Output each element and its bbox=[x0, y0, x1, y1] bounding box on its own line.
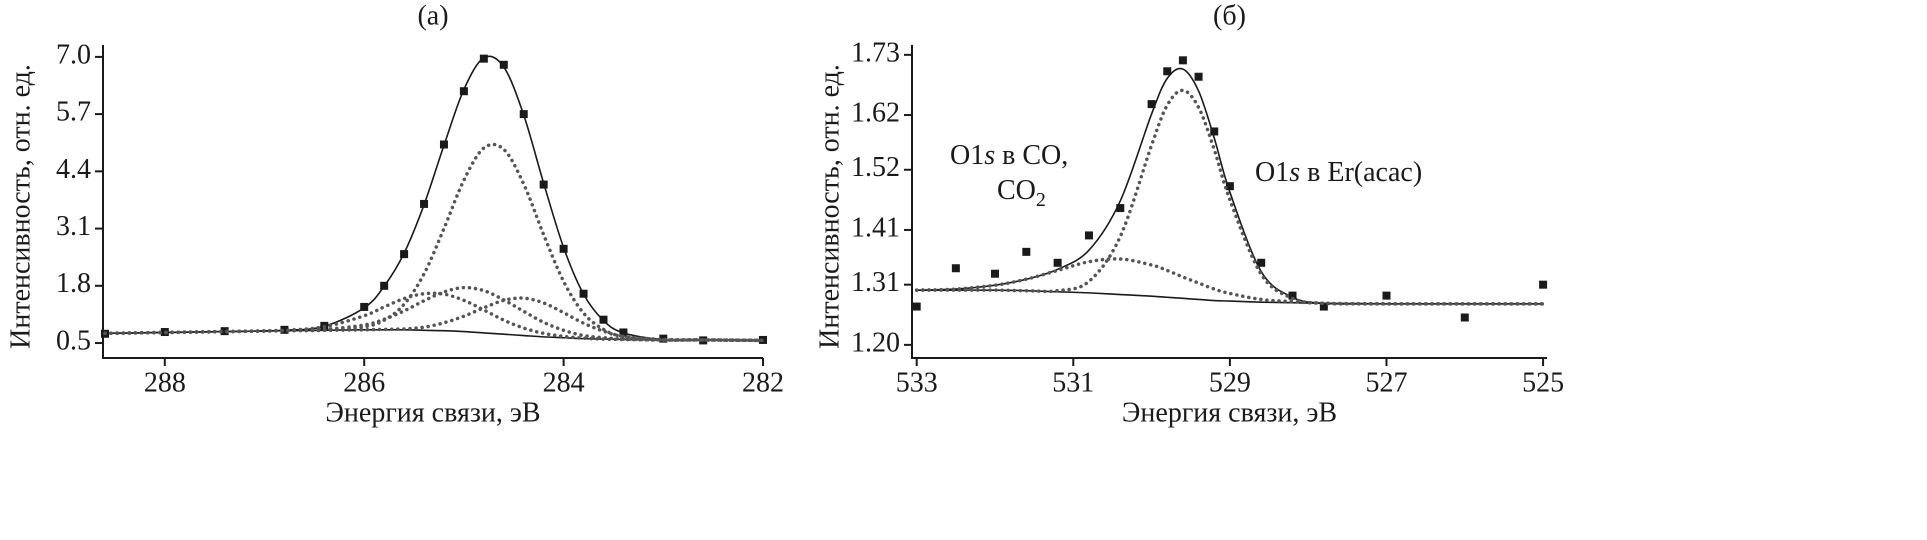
data-point bbox=[1022, 247, 1031, 256]
data-point bbox=[499, 60, 508, 69]
chart-title: (б) bbox=[1213, 0, 1246, 31]
y-tick-label: 3.1 bbox=[56, 211, 91, 242]
data-point bbox=[912, 302, 921, 311]
x-axis-label: Энергия связи, эВ bbox=[325, 397, 540, 428]
y-axis-label: Интенсивность, отн. ед. bbox=[5, 64, 36, 349]
annotation-part: O1 bbox=[1255, 157, 1289, 188]
x-tick-label: 286 bbox=[343, 367, 385, 398]
component-curve bbox=[103, 296, 765, 343]
y-tick-label: 1.20 bbox=[851, 327, 900, 358]
data-point bbox=[951, 264, 960, 273]
annotation: O1s в Er(acac) bbox=[1255, 157, 1422, 188]
component-curve bbox=[914, 257, 1545, 306]
annotation-part: O1 bbox=[950, 140, 984, 171]
data-point bbox=[1147, 100, 1156, 109]
data-point bbox=[1257, 258, 1266, 267]
annotation: O1s в CO, bbox=[950, 140, 1068, 171]
annotation-part: в CO, bbox=[995, 140, 1068, 171]
fit-line bbox=[104, 55, 764, 342]
data-point bbox=[1116, 204, 1125, 213]
data-point bbox=[1288, 291, 1297, 300]
x-tick-label: 282 bbox=[742, 367, 784, 398]
y-axis-label: Интенсивность, отн. ед. bbox=[814, 64, 845, 349]
x-tick-label: 531 bbox=[1052, 367, 1094, 398]
data-point bbox=[1194, 72, 1203, 81]
data-point bbox=[1225, 182, 1234, 191]
data-point bbox=[1210, 127, 1219, 136]
data-point bbox=[1053, 258, 1062, 267]
annotation: CO2 bbox=[997, 175, 1046, 210]
component-curve bbox=[914, 88, 1545, 306]
y-tick-label: 7.0 bbox=[56, 39, 91, 70]
y-tick-label: 0.5 bbox=[56, 325, 91, 356]
annotation-part: в Er(acac) bbox=[1300, 157, 1422, 188]
x-tick-label: 527 bbox=[1365, 367, 1407, 398]
data-point bbox=[990, 269, 999, 278]
y-tick-label: 1.73 bbox=[851, 37, 900, 68]
chart-title: (а) bbox=[417, 0, 448, 31]
axis-line bbox=[911, 45, 1547, 359]
annotation-part: s bbox=[1289, 157, 1300, 188]
data-point bbox=[1178, 56, 1187, 65]
y-tick-label: 5.7 bbox=[56, 97, 91, 128]
y-tick-label: 1.52 bbox=[851, 152, 900, 183]
axis-line bbox=[102, 45, 763, 359]
y-tick-label: 4.4 bbox=[56, 154, 91, 185]
data-point bbox=[1084, 231, 1093, 240]
x-tick-label: 284 bbox=[543, 367, 585, 398]
annotation-part: CO bbox=[997, 175, 1036, 206]
annotation-part: s bbox=[984, 140, 995, 171]
x-tick-label: 533 bbox=[896, 367, 938, 398]
annotation-part: 2 bbox=[1036, 189, 1046, 211]
y-tick-label: 1.41 bbox=[851, 212, 900, 243]
x-axis-label: Энергия связи, эВ bbox=[1122, 397, 1337, 428]
data-point bbox=[1460, 313, 1469, 322]
x-tick-label: 525 bbox=[1522, 367, 1564, 398]
x-tick-label: 288 bbox=[144, 367, 186, 398]
y-tick-label: 1.62 bbox=[851, 97, 900, 128]
data-point bbox=[1163, 67, 1172, 76]
data-point bbox=[1539, 280, 1548, 289]
y-tick-label: 1.8 bbox=[56, 268, 91, 299]
x-tick-label: 529 bbox=[1209, 367, 1251, 398]
data-point bbox=[1382, 291, 1391, 300]
data-point bbox=[1319, 302, 1328, 311]
y-tick-label: 1.31 bbox=[851, 267, 900, 298]
